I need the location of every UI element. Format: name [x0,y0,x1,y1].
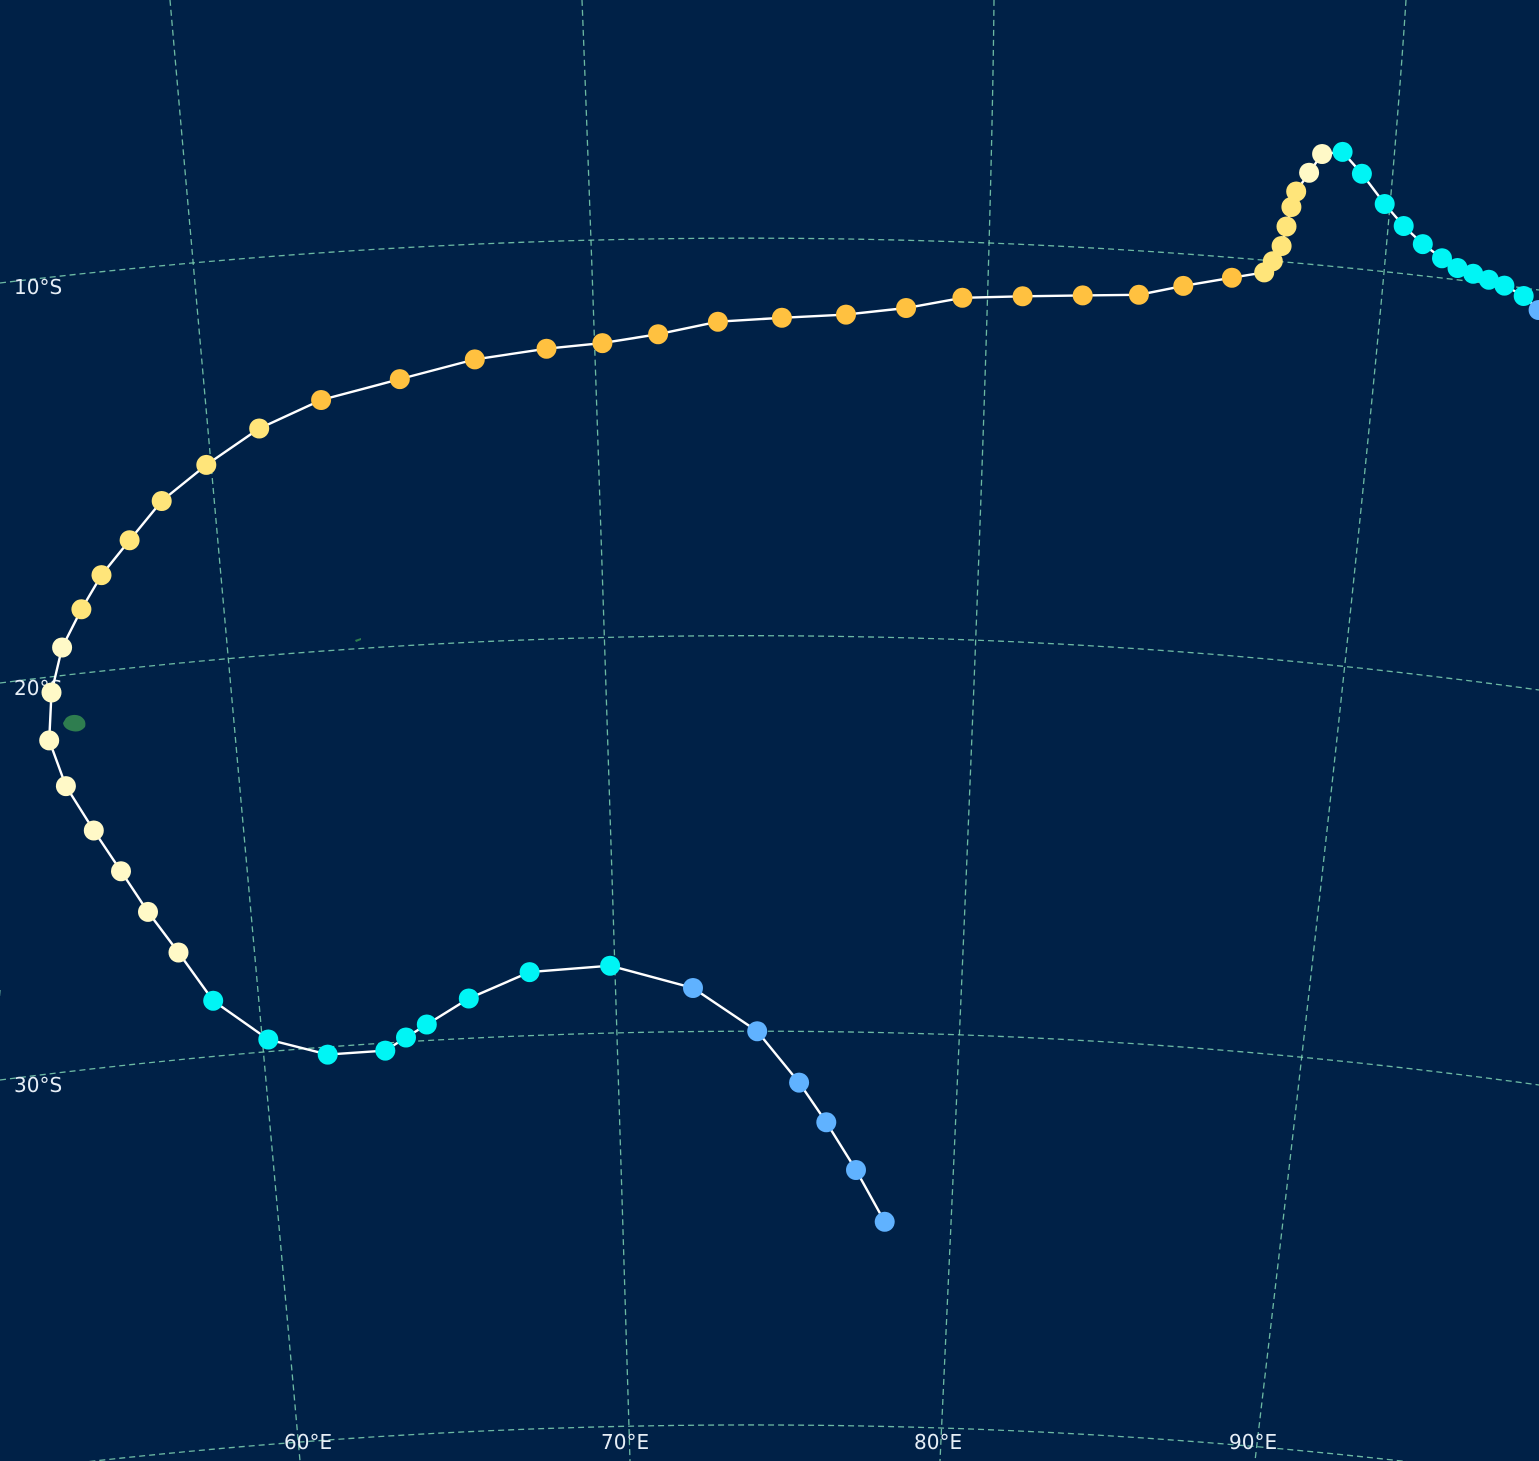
track-point-68 [683,978,703,998]
longitude-labels: 60°E 70°E 80°E 90°E [284,1430,1277,1454]
track-point-52 [41,682,62,703]
parallel-20s [0,635,1539,691]
lon-label-70e: 70°E [601,1430,649,1454]
lon-label-90e: 90°E [1229,1430,1277,1454]
track-point-49 [91,565,112,586]
storm-track-points [39,141,1539,1232]
track-point-32 [1072,285,1093,306]
track-point-71 [816,1112,837,1133]
track-point-43 [389,369,410,390]
track-point-21 [1312,144,1333,164]
track-point-13 [1463,263,1484,284]
track-point-40 [592,333,613,354]
track-point-30 [1173,275,1194,296]
track-point-55 [83,820,104,841]
track-point-12 [1478,269,1499,290]
lat-label-30s: 30°S [14,1073,62,1097]
track-point-33 [1012,286,1033,307]
lon-label-80e: 80°E [914,1430,962,1454]
parallel-40s [88,1424,1408,1461]
track-point-38 [707,311,728,332]
track-point-34 [952,287,973,308]
track-point-66 [519,962,540,983]
track-point-10 [1513,286,1534,306]
track-point-25 [1276,216,1297,237]
track-point-48 [119,530,140,551]
track-point-44 [311,390,332,410]
track-point-53 [39,730,60,751]
track-point-47 [151,491,172,511]
track-point-29 [1221,267,1242,288]
track-point-41 [536,338,557,359]
track-point-46 [196,454,217,475]
track-point-24 [1281,197,1302,217]
meridian-60e [169,0,301,1461]
track-point-37 [771,307,792,328]
track-point-59 [203,990,224,1011]
track-point-45 [249,418,270,439]
meridian-80e [939,0,995,1461]
track-point-51 [52,637,73,658]
parallel-10s [0,237,1539,291]
track-point-65 [458,988,479,1009]
land [63,638,361,732]
parallel-30s [0,1030,1539,1086]
track-point-9 [1528,300,1539,320]
track-point-61 [317,1044,338,1065]
track-point-60 [258,1029,279,1050]
track-point-15 [1432,248,1452,269]
track-point-58 [168,942,189,963]
parallels [0,237,1539,1461]
track-point-39 [648,324,669,345]
track-point-42 [464,349,485,370]
lat-label-10s: 10°S [14,275,62,299]
track-point-16 [1412,234,1433,255]
track-point-22 [1299,162,1320,183]
track-point-14 [1447,258,1468,278]
track-point-54 [55,776,76,797]
track-point-57 [138,901,158,922]
track-point-18 [1374,194,1395,214]
track-point-72 [846,1160,866,1180]
track-point-26 [1271,236,1292,256]
track-point-23 [1286,181,1307,202]
track-point-70 [789,1072,810,1093]
meridian-90e [1254,0,1407,1461]
track-point-19 [1351,163,1372,184]
track-point-73 [874,1211,895,1232]
track-point-11 [1494,275,1515,296]
track-point-64 [416,1014,437,1035]
meridians [0,0,1407,1461]
track-point-56 [111,861,131,882]
track-point-36 [836,304,856,325]
track-point-62 [375,1040,396,1061]
track-point-20 [1332,141,1353,162]
track-point-17 [1393,216,1414,236]
track-point-67 [600,955,621,976]
lon-label-60e: 60°E [284,1430,332,1454]
track-point-69 [747,1021,768,1042]
track-point-63 [396,1027,416,1048]
track-point-31 [1128,284,1149,305]
island-reunion [63,714,86,732]
track-point-28 [1254,262,1275,283]
island-tromelin [355,638,361,642]
track-point-50 [71,599,92,620]
meridian-70e [581,0,631,1461]
track-point-35 [896,298,917,318]
